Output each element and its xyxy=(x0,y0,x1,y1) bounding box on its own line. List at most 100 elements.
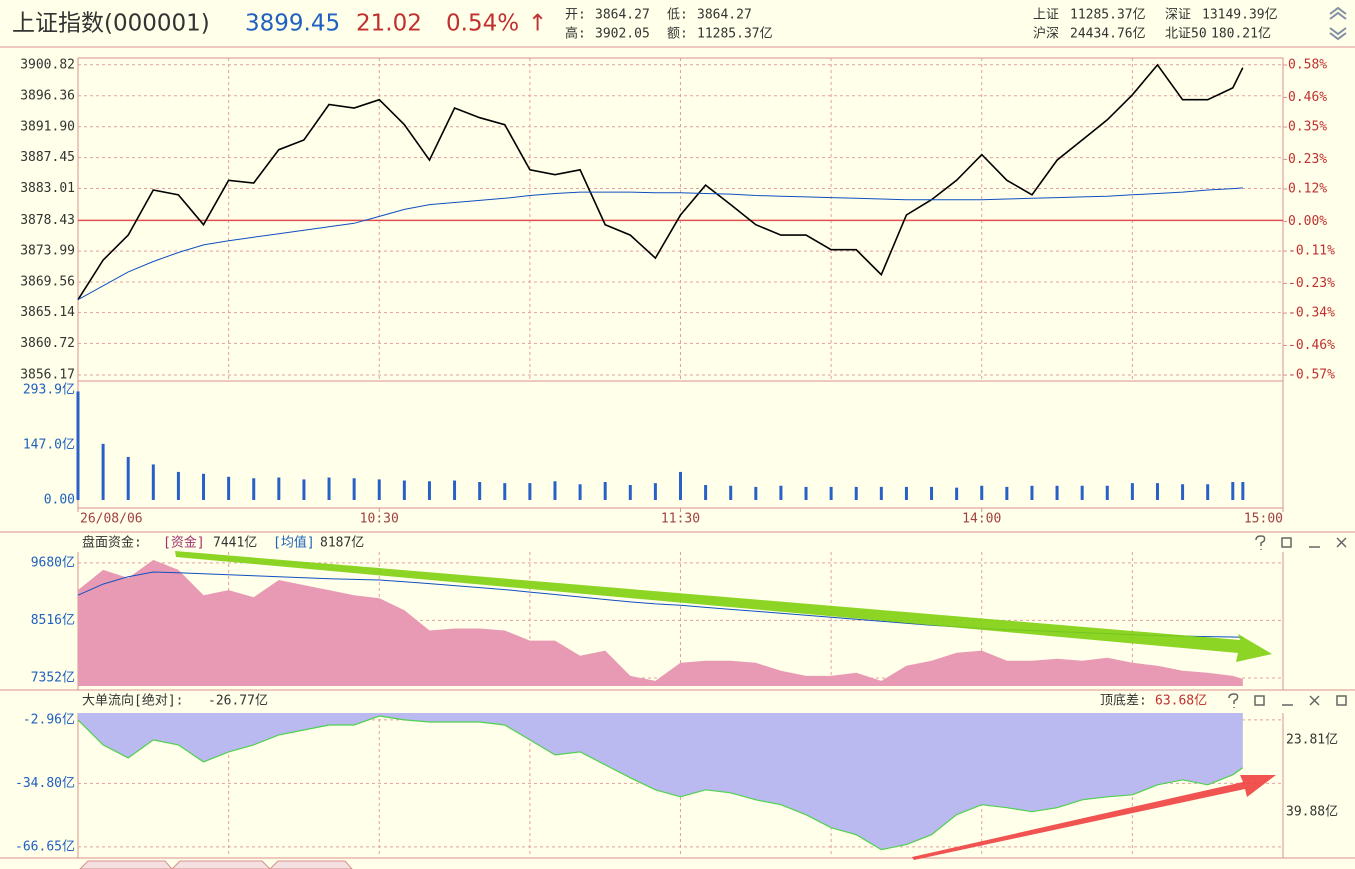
y2-tick-label: 0.58% xyxy=(1288,58,1327,73)
change: 21.02 xyxy=(356,11,422,37)
y-tick-label: 8516亿 xyxy=(31,613,75,628)
panel-controls[interactable] xyxy=(1255,535,1347,550)
stat-value: 180.21亿 xyxy=(1211,27,1271,42)
header-stats: 开: 3864.27 低: 3864.27高: 3902.05 额: 11285.37亿上证… xyxy=(565,8,1278,42)
y-tick-label: 147.0亿 xyxy=(23,437,75,452)
volume-bar xyxy=(1030,485,1034,500)
y2-tick-label: 0.23% xyxy=(1288,152,1327,167)
y2-tick-label: 0.00% xyxy=(1288,214,1327,229)
stat-label: 额: xyxy=(667,27,688,42)
stat-value: 24434.76亿 xyxy=(1070,27,1146,42)
stat-label: 深证 xyxy=(1165,8,1191,23)
volume-bar xyxy=(1241,482,1245,500)
volume-bar xyxy=(528,483,532,500)
x-tick-label: 10:30 xyxy=(360,512,399,527)
stat-value: 3902.05 xyxy=(595,27,650,42)
y2-tick-label: 0.46% xyxy=(1288,90,1327,105)
annotation-arrow xyxy=(175,551,1272,662)
y-tick-label: 3865.14 xyxy=(20,305,75,320)
y2-tick-label: -0.57% xyxy=(1288,368,1335,383)
volume-bar xyxy=(628,485,632,500)
stat-label: 开: xyxy=(565,8,586,23)
y2-tick-label: 0.12% xyxy=(1288,182,1327,197)
volume-bar xyxy=(101,443,105,500)
area-fill xyxy=(78,713,1243,850)
y2-tick-label: -0.11% xyxy=(1288,244,1335,259)
bottom-tabs[interactable] xyxy=(79,860,353,869)
volume-bar xyxy=(904,486,908,500)
volume-bar xyxy=(202,473,206,500)
volume-bar xyxy=(478,482,482,500)
volume-bar xyxy=(76,391,80,500)
plots: 3856.17 3860.72 3865.14 3869.56 3873.99 3878.… xyxy=(15,57,1335,857)
area-fill xyxy=(78,559,1243,686)
area-line xyxy=(77,715,1244,851)
volume-bar xyxy=(402,480,406,500)
volume-bar xyxy=(1155,483,1159,500)
y-tick-label: 293.9亿 xyxy=(23,382,75,397)
volume-bar xyxy=(955,487,959,500)
x-tick-label: 14:00 xyxy=(962,512,1001,527)
stat-value: 3864.27 xyxy=(595,8,650,23)
volume-bar xyxy=(1231,482,1235,500)
y-tick-label: 3873.99 xyxy=(20,244,75,259)
volume-bar xyxy=(453,480,457,500)
stat-label: 沪深 xyxy=(1033,26,1059,42)
arrow: ↑ xyxy=(528,11,547,37)
volume-bar xyxy=(1206,484,1210,500)
volume-bar xyxy=(804,486,808,500)
y2-tick-label: 0.35% xyxy=(1288,120,1327,135)
volume-bar xyxy=(704,485,708,500)
y-tick-label: 3856.17 xyxy=(20,367,75,382)
x-tick-label: 15:00 xyxy=(1244,512,1283,527)
volume-bar xyxy=(679,471,682,500)
volume-bar xyxy=(252,478,256,500)
change-pct: 0.54% xyxy=(446,11,519,37)
volume-bar xyxy=(352,478,356,500)
y2-tick-label: -0.46% xyxy=(1288,338,1335,353)
y-tick-label: 3891.90 xyxy=(20,119,75,134)
panel-title: 大单流向[绝对]: xyxy=(82,693,183,709)
price-line xyxy=(77,187,1243,301)
y-tick-label: 3900.82 xyxy=(20,57,75,72)
stat-label: 上证 xyxy=(1033,8,1059,23)
y-tick-label: 3878.43 xyxy=(20,213,75,228)
scroll-icons[interactable] xyxy=(1329,6,1347,41)
readout: 7441亿 xyxy=(213,536,257,551)
panel-controls[interactable] xyxy=(1228,693,1347,708)
annotation-value: 63.68亿 xyxy=(1155,694,1207,709)
volume-bar xyxy=(176,471,180,500)
volume-bar xyxy=(829,486,833,500)
readout: 8187亿 xyxy=(320,536,364,551)
volume-bar xyxy=(779,485,783,500)
stat-value: 3864.27 xyxy=(697,8,752,23)
y-tick-label: 3860.72 xyxy=(20,336,75,351)
y-tick-label: 3896.36 xyxy=(20,88,75,103)
volume-bar xyxy=(754,486,758,500)
stat-value: 13149.39亿 xyxy=(1202,8,1278,23)
y-tick-label: -34.80亿 xyxy=(15,776,75,791)
legend-entry: [均值] xyxy=(273,535,315,551)
stat-label: 北证50 xyxy=(1165,27,1207,42)
y-tick-label: 3869.56 xyxy=(20,274,75,289)
volume-bar xyxy=(854,486,858,500)
stat-value: 11285.37亿 xyxy=(697,27,773,42)
stat-label: 低: xyxy=(667,8,688,23)
volume-bar xyxy=(879,486,883,500)
volume-bar xyxy=(1055,485,1059,500)
side-label: 23.81亿 xyxy=(1286,733,1338,748)
volume-bar xyxy=(1005,486,1009,500)
volume-bar xyxy=(553,481,557,500)
volume-bar xyxy=(980,485,984,500)
y-tick-label: 3883.01 xyxy=(20,181,75,196)
y2-tick-label: -0.23% xyxy=(1288,276,1335,291)
y-tick-label: -66.65亿 xyxy=(15,839,75,854)
volume-bar xyxy=(1105,485,1109,500)
volume-bar xyxy=(503,483,507,500)
volume-bar xyxy=(653,483,657,500)
y-tick-label: 3887.45 xyxy=(20,150,75,165)
y-tick-label: -2.96亿 xyxy=(23,712,75,727)
volume-bar xyxy=(227,476,231,500)
index-name: 上证指数(000001) xyxy=(12,11,210,37)
volume-bar xyxy=(729,485,733,500)
